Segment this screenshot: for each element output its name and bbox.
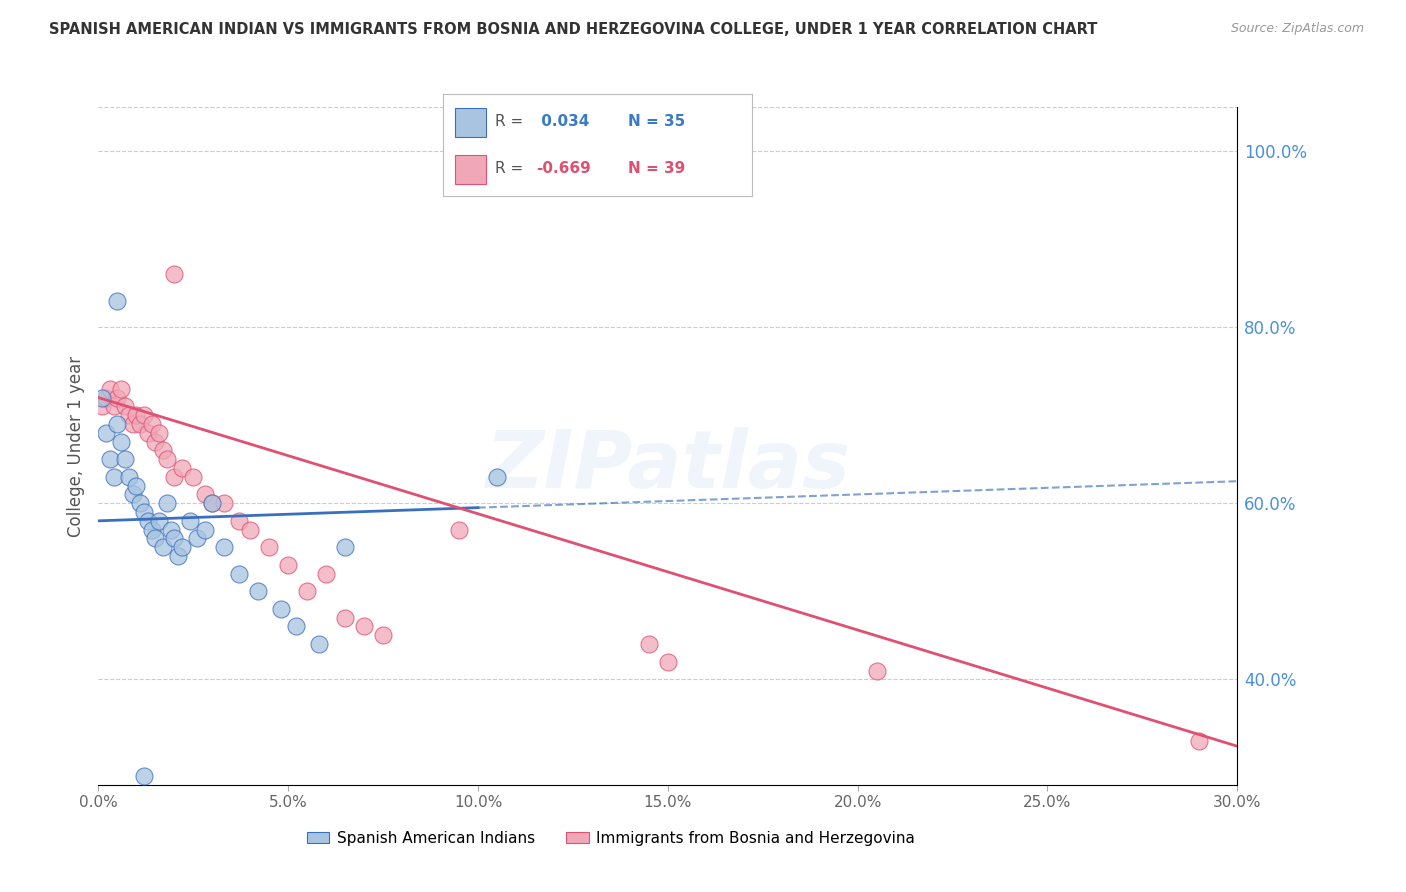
- Point: [136, 425, 159, 440]
- Point: [163, 470, 186, 484]
- Point: [91, 400, 114, 414]
- Point: [156, 452, 179, 467]
- Point: [121, 417, 143, 431]
- Point: [284, 619, 307, 633]
- Point: [315, 566, 337, 581]
- Point: [132, 408, 155, 422]
- Point: [201, 496, 224, 510]
- Point: [335, 541, 357, 555]
- Point: [129, 496, 152, 510]
- Text: SPANISH AMERICAN INDIAN VS IMMIGRANTS FROM BOSNIA AND HERZEGOVINA COLLEGE, UNDER: SPANISH AMERICAN INDIAN VS IMMIGRANTS FR…: [49, 22, 1098, 37]
- Point: [228, 566, 250, 581]
- Point: [145, 532, 167, 546]
- Point: [353, 619, 375, 633]
- Point: [118, 408, 141, 422]
- Point: [110, 382, 132, 396]
- Point: [308, 637, 330, 651]
- Text: ZIPatlas: ZIPatlas: [485, 427, 851, 506]
- Text: R =: R =: [495, 114, 529, 128]
- Point: [145, 434, 167, 449]
- Point: [110, 434, 132, 449]
- Point: [107, 417, 129, 431]
- Point: [125, 408, 148, 422]
- Point: [156, 496, 179, 510]
- Point: [335, 610, 357, 624]
- Point: [129, 417, 152, 431]
- Point: [201, 496, 224, 510]
- Point: [114, 400, 136, 414]
- Text: Source: ZipAtlas.com: Source: ZipAtlas.com: [1230, 22, 1364, 36]
- Point: [212, 496, 235, 510]
- Point: [103, 400, 125, 414]
- Legend: Spanish American Indians, Immigrants from Bosnia and Herzegovina: Spanish American Indians, Immigrants fro…: [301, 825, 921, 852]
- Point: [152, 541, 174, 555]
- Point: [638, 637, 661, 651]
- Point: [239, 523, 262, 537]
- Point: [125, 478, 148, 492]
- Point: [246, 584, 269, 599]
- Point: [486, 470, 509, 484]
- Point: [259, 541, 281, 555]
- Point: [866, 664, 889, 678]
- Point: [94, 391, 117, 405]
- Point: [107, 391, 129, 405]
- Text: -0.669: -0.669: [536, 161, 591, 176]
- Point: [103, 470, 125, 484]
- Text: R =: R =: [495, 161, 529, 176]
- Point: [141, 417, 163, 431]
- Point: [118, 470, 141, 484]
- Point: [91, 391, 114, 405]
- Point: [121, 487, 143, 501]
- Point: [136, 514, 159, 528]
- Point: [159, 523, 181, 537]
- Point: [657, 655, 679, 669]
- Point: [107, 293, 129, 308]
- Point: [132, 769, 155, 783]
- Point: [152, 443, 174, 458]
- Point: [163, 268, 186, 282]
- Point: [94, 425, 117, 440]
- Point: [297, 584, 319, 599]
- Point: [170, 541, 193, 555]
- Point: [277, 558, 299, 572]
- Text: N = 39: N = 39: [628, 161, 686, 176]
- Point: [270, 602, 292, 616]
- Point: [98, 452, 121, 467]
- Point: [1188, 734, 1211, 748]
- FancyBboxPatch shape: [456, 108, 486, 136]
- Point: [167, 549, 190, 563]
- Point: [170, 461, 193, 475]
- Point: [179, 514, 201, 528]
- Point: [212, 541, 235, 555]
- Point: [194, 487, 217, 501]
- Y-axis label: College, Under 1 year: College, Under 1 year: [66, 355, 84, 537]
- Point: [447, 523, 470, 537]
- Text: N = 35: N = 35: [628, 114, 686, 128]
- Point: [183, 470, 205, 484]
- Point: [98, 382, 121, 396]
- Point: [148, 514, 170, 528]
- Point: [132, 505, 155, 519]
- FancyBboxPatch shape: [456, 155, 486, 184]
- Point: [371, 628, 394, 642]
- Point: [186, 532, 208, 546]
- Point: [163, 532, 186, 546]
- Point: [141, 523, 163, 537]
- Text: 0.034: 0.034: [536, 114, 589, 128]
- Point: [114, 452, 136, 467]
- Point: [228, 514, 250, 528]
- Point: [148, 425, 170, 440]
- Point: [194, 523, 217, 537]
